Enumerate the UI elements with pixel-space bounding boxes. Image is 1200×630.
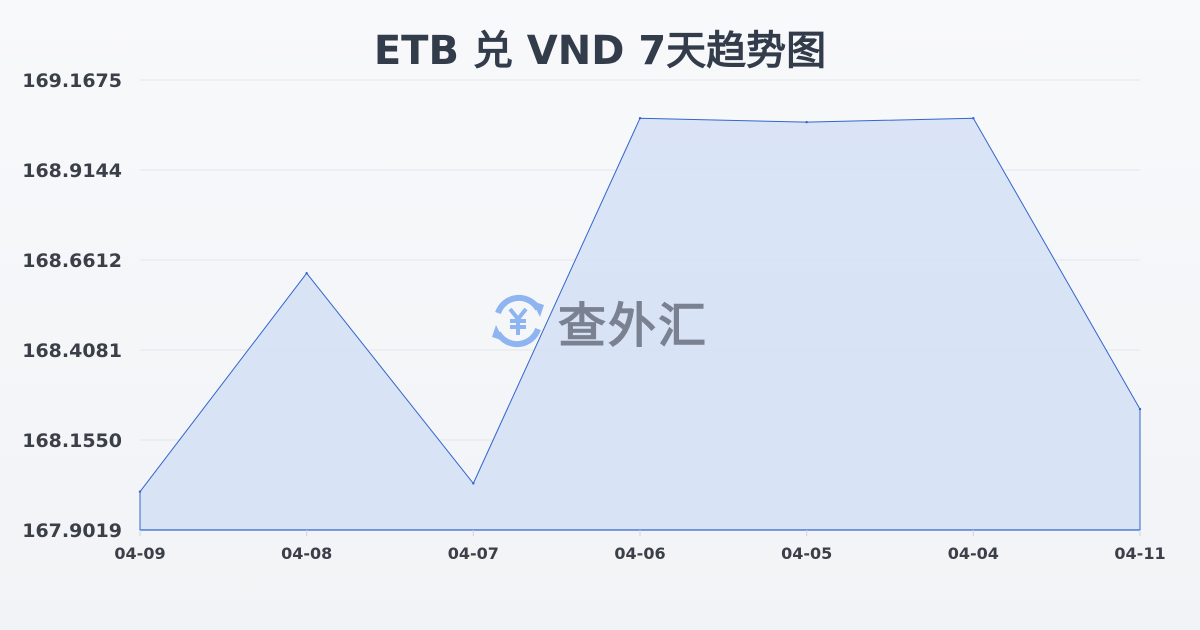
- watermark: 查外汇: [488, 286, 708, 356]
- x-tick-label: 04-06: [614, 544, 665, 563]
- data-point: [805, 120, 808, 124]
- x-tick-label: 04-04: [948, 544, 999, 563]
- x-tick-label: 04-08: [281, 544, 332, 563]
- x-tick-label: 04-07: [448, 544, 499, 563]
- x-tick-label: 04-09: [114, 544, 165, 563]
- watermark-text: 查外汇: [558, 298, 709, 354]
- y-tick-label: 167.9019: [22, 520, 122, 542]
- y-tick-label: 168.9144: [22, 160, 122, 182]
- data-point: [638, 117, 642, 120]
- y-tick-label: 169.1675: [22, 70, 122, 92]
- data-point: [472, 482, 475, 485]
- chart-title: ETB 兑 VND 7天趋势图: [373, 28, 827, 74]
- area-series: [139, 117, 1141, 531]
- data-point: [972, 117, 975, 120]
- data-point: [1138, 407, 1142, 411]
- data-point: [305, 272, 308, 275]
- y-tick-label: 168.1550: [22, 430, 122, 452]
- yen-exchange-icon: [492, 294, 544, 348]
- x-tick-label: 04-05: [781, 544, 832, 563]
- x-tick-label: 04-11: [1114, 544, 1165, 563]
- y-tick-label: 168.4081: [22, 340, 122, 362]
- y-tick-label: 168.6612: [22, 250, 122, 272]
- data-point: [138, 490, 142, 493]
